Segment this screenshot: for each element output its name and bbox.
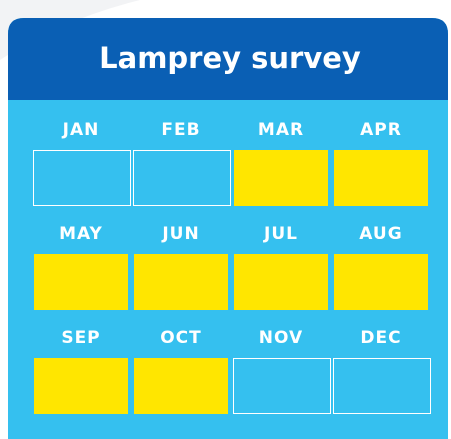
month-label: NOV bbox=[259, 328, 303, 348]
card-body bbox=[8, 18, 448, 439]
month-label: JUN bbox=[161, 224, 199, 244]
month-cell-highlighted bbox=[334, 150, 428, 206]
month-cell-empty bbox=[33, 150, 131, 206]
month-cell-empty bbox=[133, 150, 231, 206]
title: Lamprey survey bbox=[99, 41, 361, 75]
month-cell-empty bbox=[233, 358, 331, 414]
month-cell-highlighted bbox=[334, 254, 428, 310]
month-cell-highlighted bbox=[134, 358, 228, 414]
month-label: OCT bbox=[160, 328, 202, 348]
month-cell-highlighted bbox=[134, 254, 228, 310]
month-cell-highlighted bbox=[34, 254, 128, 310]
month-cell-highlighted bbox=[34, 358, 128, 414]
month-label: JAN bbox=[62, 120, 100, 140]
month-grid: JAN FEB MAR APR MAY JUN JUL AUG SEP OCT NOV DEC bbox=[33, 120, 431, 414]
month-label: SEP bbox=[61, 328, 100, 348]
month-label: AUG bbox=[359, 224, 402, 244]
card-header bbox=[8, 18, 448, 100]
month-label: APR bbox=[360, 120, 402, 140]
background-shape bbox=[0, 0, 140, 60]
month-label: FEB bbox=[161, 120, 200, 140]
month-label: DEC bbox=[360, 328, 401, 348]
month-cell-empty bbox=[333, 358, 431, 414]
month-label: MAY bbox=[59, 224, 103, 244]
month-cell-highlighted bbox=[234, 254, 328, 310]
month-cell-highlighted bbox=[234, 150, 328, 206]
month-label: MAR bbox=[258, 120, 304, 140]
month-label: JUL bbox=[263, 224, 298, 244]
